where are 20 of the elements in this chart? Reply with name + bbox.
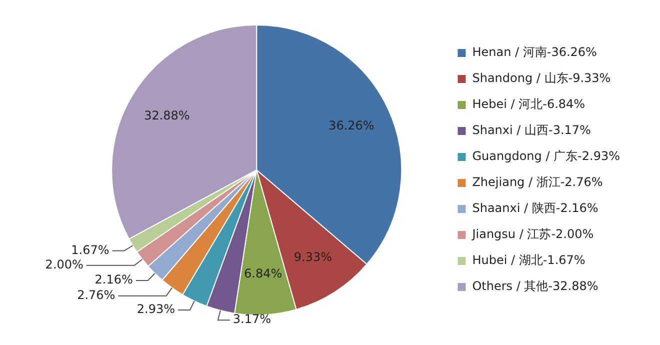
legend-label: Hubei / 湖北-1.67% xyxy=(472,253,586,268)
data-label: 36.26% xyxy=(328,118,374,132)
legend-label: Jiangsu / 江苏-2.00% xyxy=(471,227,594,242)
legend-label: Shaanxi / 陕西-2.16% xyxy=(472,201,598,216)
data-label: 2.93% xyxy=(136,302,176,316)
data-label: 2.76% xyxy=(77,288,116,302)
data-label: 2.16% xyxy=(94,272,133,287)
legend-label: Henan / 河南-36.26% xyxy=(472,45,597,60)
data-label: 3.17% xyxy=(232,312,272,326)
legend-label: Others / 其他-32.88% xyxy=(472,279,598,294)
data-label: 32.88% xyxy=(144,108,190,123)
data-label: 9.33% xyxy=(294,250,332,264)
data-label: 1.67% xyxy=(71,242,110,257)
data-label: 6.84% xyxy=(244,266,282,280)
legend-label: Hebei / 河北-6.84% xyxy=(472,97,586,112)
data-label: 2.00% xyxy=(45,258,84,272)
legend-label: Zhejiang / 浙江-2.76% xyxy=(472,175,603,190)
legend-label: Shandong / 山东-9.33% xyxy=(472,71,611,86)
legend-label: Guangdong / 广东-2.93% xyxy=(472,149,620,164)
legend-label: Shanxi / 山西-3.17% xyxy=(472,123,591,138)
